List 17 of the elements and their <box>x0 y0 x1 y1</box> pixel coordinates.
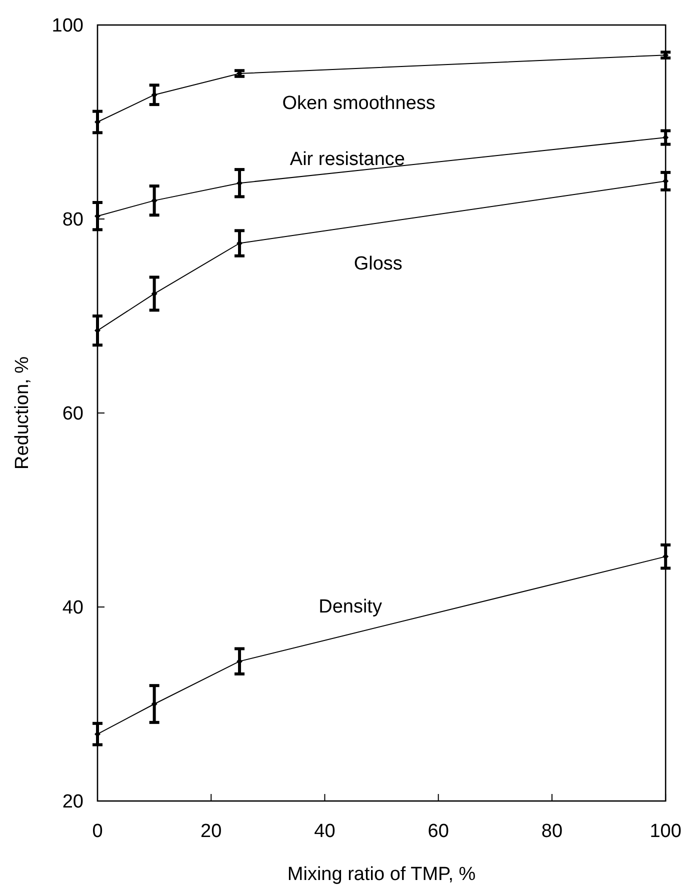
x-tick-label: 100 <box>650 821 682 842</box>
y-tick-label: 40 <box>62 598 84 619</box>
x-tick-label: 0 <box>92 821 103 842</box>
y-tick-label: 20 <box>62 792 84 813</box>
x-tick-label: 20 <box>200 821 222 842</box>
series-label: Density <box>318 596 382 618</box>
series-label: Air resistance <box>290 149 406 170</box>
y-axis-title: Reduction, % <box>12 356 33 470</box>
y-tick-label: 60 <box>62 404 84 425</box>
series-label: Oken smoothness <box>282 92 436 114</box>
series-label: Gloss <box>354 254 402 275</box>
x-tick-label: 40 <box>314 821 336 842</box>
x-tick-label: 80 <box>541 821 563 842</box>
x-axis-title: Mixing ratio of TMP, % <box>287 864 476 885</box>
y-tick-label: 80 <box>62 210 84 231</box>
x-tick-label: 60 <box>428 821 449 842</box>
y-tick-label: 100 <box>52 16 84 37</box>
